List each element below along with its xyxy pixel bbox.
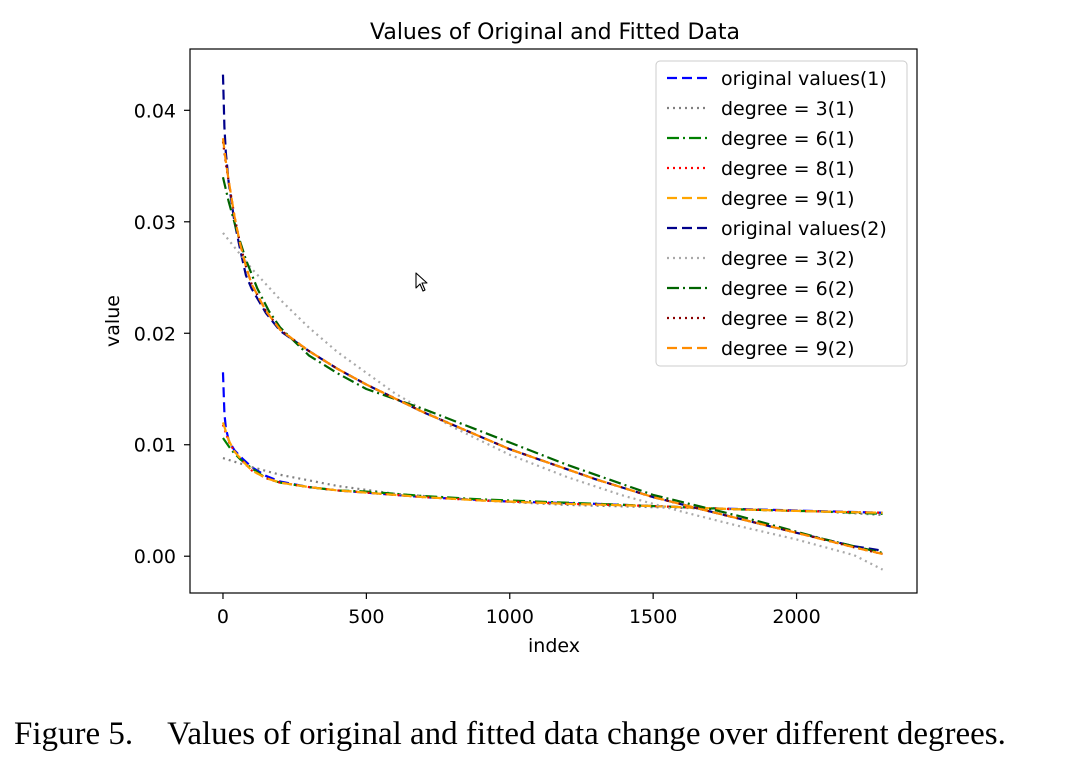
legend-label: degree = 8(2) (721, 308, 855, 330)
figure-caption: Figure 5. Values of original and fitted d… (14, 716, 1074, 753)
series-line-7 (222, 232, 884, 571)
y-tick-label: 0.00 (134, 546, 176, 568)
x-axis-label: index (528, 635, 580, 657)
legend-label: degree = 3(2) (721, 248, 855, 270)
x-tick-label: 1500 (629, 606, 677, 628)
legend-label: degree = 6(2) (721, 278, 855, 300)
series-line-2 (222, 457, 883, 517)
caption-text: Values of original and fitted data chang… (167, 716, 1006, 752)
legend-label: degree = 9(1) (721, 188, 855, 210)
legend-label: degree = 8(1) (721, 158, 855, 180)
y-axis-label: value (102, 295, 124, 347)
legend-label: degree = 3(1) (721, 98, 855, 120)
caption-label: Figure 5. (14, 716, 134, 752)
y-tick-label: 0.03 (134, 212, 176, 234)
legend-label: original values(2) (721, 218, 887, 240)
legend-box (655, 60, 908, 367)
series-line-4 (221, 424, 883, 514)
chart-title: Values of Original and Fitted Data (370, 20, 740, 45)
series-layer (221, 74, 884, 571)
y-axis: 0.00 0.01 0.02 0.03 0.04 (134, 100, 190, 568)
y-tick-label: 0.04 (134, 100, 176, 122)
x-tick-label: 0 (217, 606, 229, 628)
x-tick-label: 1000 (486, 606, 534, 628)
series-line-8 (221, 176, 883, 554)
x-axis: 0 500 1000 1500 2000 (217, 593, 821, 628)
x-tick-label: 2000 (772, 606, 820, 628)
legend: original values(1) degree = 3(1) degree = … (655, 60, 908, 367)
y-tick-label: 0.01 (134, 435, 176, 457)
legend-label: degree = 9(2) (721, 338, 855, 360)
chart-figure: Values of Original and Fitted Data 0 500 1… (102, 20, 918, 657)
y-tick-label: 0.02 (134, 323, 176, 345)
plot-frame (189, 48, 918, 594)
x-tick-label: 500 (348, 606, 384, 628)
series-line-10 (221, 138, 883, 556)
mouse-pointer-icon (415, 272, 428, 292)
legend-label: degree = 6(1) (721, 128, 855, 150)
legend-label: original values(1) (721, 68, 887, 90)
